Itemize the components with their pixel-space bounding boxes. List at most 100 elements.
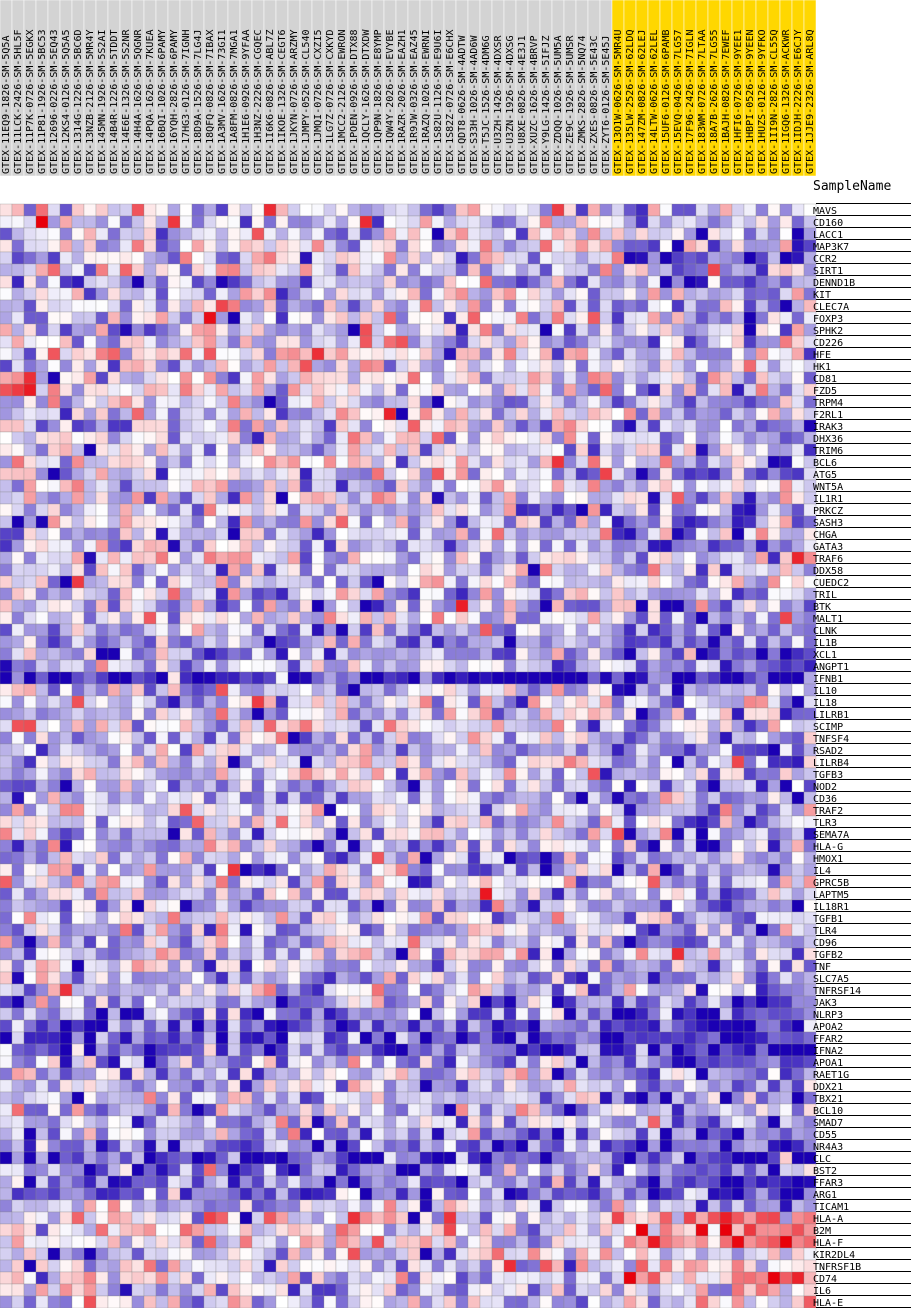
heatmap-cell [455, 815, 469, 829]
heatmap-cell [131, 203, 145, 217]
heatmap-cell [467, 923, 481, 937]
heatmap-cell [215, 431, 229, 445]
heatmap-cell [311, 803, 325, 817]
heatmap-cell [395, 719, 409, 733]
heatmap-cell [371, 791, 385, 805]
heatmap-cell [131, 419, 145, 433]
heatmap-cell [407, 467, 421, 481]
heatmap-cell [611, 299, 625, 313]
heatmap-cell [227, 203, 241, 217]
heatmap-cell [11, 827, 25, 841]
heatmap-cell [311, 539, 325, 553]
heatmap-cell [671, 311, 685, 325]
heatmap-cell [503, 767, 517, 781]
heatmap-cell [551, 371, 565, 385]
heatmap-cell [215, 575, 229, 589]
heatmap-cell [659, 515, 673, 529]
heatmap-cell [467, 743, 481, 757]
heatmap-cell [599, 779, 613, 793]
heatmap-cell [647, 827, 661, 841]
heatmap-cell [467, 599, 481, 613]
heatmap-cell [779, 323, 793, 337]
heatmap-cell [47, 947, 61, 961]
heatmap-cell [191, 575, 205, 589]
heatmap-cell [323, 215, 337, 229]
heatmap-cell [539, 203, 553, 217]
heatmap-cell [287, 983, 301, 997]
heatmap-cell [515, 755, 529, 769]
heatmap-cell [119, 311, 133, 325]
heatmap-cell [695, 371, 709, 385]
heatmap-cell [275, 203, 289, 217]
heatmap-cell [791, 395, 805, 409]
heatmap-cell [707, 767, 721, 781]
heatmap-cell [323, 947, 337, 961]
heatmap-cell [779, 539, 793, 553]
heatmap-cell [35, 527, 49, 541]
heatmap-cell [143, 347, 157, 361]
heatmap-cell [287, 935, 301, 949]
heatmap-cell [527, 899, 541, 913]
heatmap-cell [683, 1043, 697, 1057]
heatmap-cell [251, 1031, 265, 1045]
heatmap-cell [599, 599, 613, 613]
heatmap-cell [623, 431, 637, 445]
heatmap-cell [35, 659, 49, 673]
heatmap-cell [455, 755, 469, 769]
heatmap-cell [0, 599, 13, 613]
heatmap-cell [419, 611, 433, 625]
heatmap-cell [683, 479, 697, 493]
heatmap-cell [191, 395, 205, 409]
heatmap-cell [611, 419, 625, 433]
heatmap-cell [407, 1043, 421, 1057]
heatmap-cell [323, 239, 337, 253]
heatmap-cell [131, 443, 145, 457]
heatmap-cell [23, 719, 37, 733]
heatmap-cell [755, 599, 769, 613]
heatmap-cell [347, 863, 361, 877]
heatmap-cell [107, 419, 121, 433]
heatmap-cell [467, 311, 481, 325]
heatmap-cell [179, 695, 193, 709]
heatmap-cell [575, 719, 589, 733]
heatmap-cell [395, 647, 409, 661]
heatmap-cell [119, 467, 133, 481]
heatmap-cell [683, 443, 697, 457]
heatmap-cell [383, 839, 397, 853]
heatmap-cell [251, 827, 265, 841]
heatmap-cell [191, 743, 205, 757]
heatmap-cell [0, 299, 13, 313]
heatmap-cell [107, 287, 121, 301]
heatmap-cell [35, 395, 49, 409]
heatmap-cell [419, 539, 433, 553]
heatmap-cell [239, 935, 253, 949]
heatmap-cell [707, 347, 721, 361]
heatmap-cell [527, 707, 541, 721]
heatmap-cell [107, 731, 121, 745]
heatmap-cell [599, 551, 613, 565]
heatmap-cell [599, 527, 613, 541]
heatmap-cell [635, 275, 649, 289]
heatmap-cell [551, 215, 565, 229]
heatmap-cell [23, 803, 37, 817]
heatmap-cell [239, 983, 253, 997]
heatmap-cell [179, 863, 193, 877]
heatmap-cell [791, 887, 805, 901]
heatmap-cell [347, 899, 361, 913]
heatmap-cell [371, 539, 385, 553]
heatmap-cell [383, 431, 397, 445]
heatmap-cell [359, 911, 373, 925]
heatmap-cell [95, 383, 109, 397]
heatmap-cell [575, 431, 589, 445]
heatmap-cell [83, 635, 97, 649]
heatmap-cell [635, 983, 649, 997]
heatmap-cell [455, 851, 469, 865]
heatmap-cell [59, 1031, 73, 1045]
heatmap-cell [215, 755, 229, 769]
heatmap-cell [455, 995, 469, 1009]
heatmap-cell [311, 791, 325, 805]
heatmap-cell [515, 719, 529, 733]
heatmap-cell [23, 227, 37, 241]
heatmap-cell [371, 299, 385, 313]
heatmap-cell [299, 1031, 313, 1045]
